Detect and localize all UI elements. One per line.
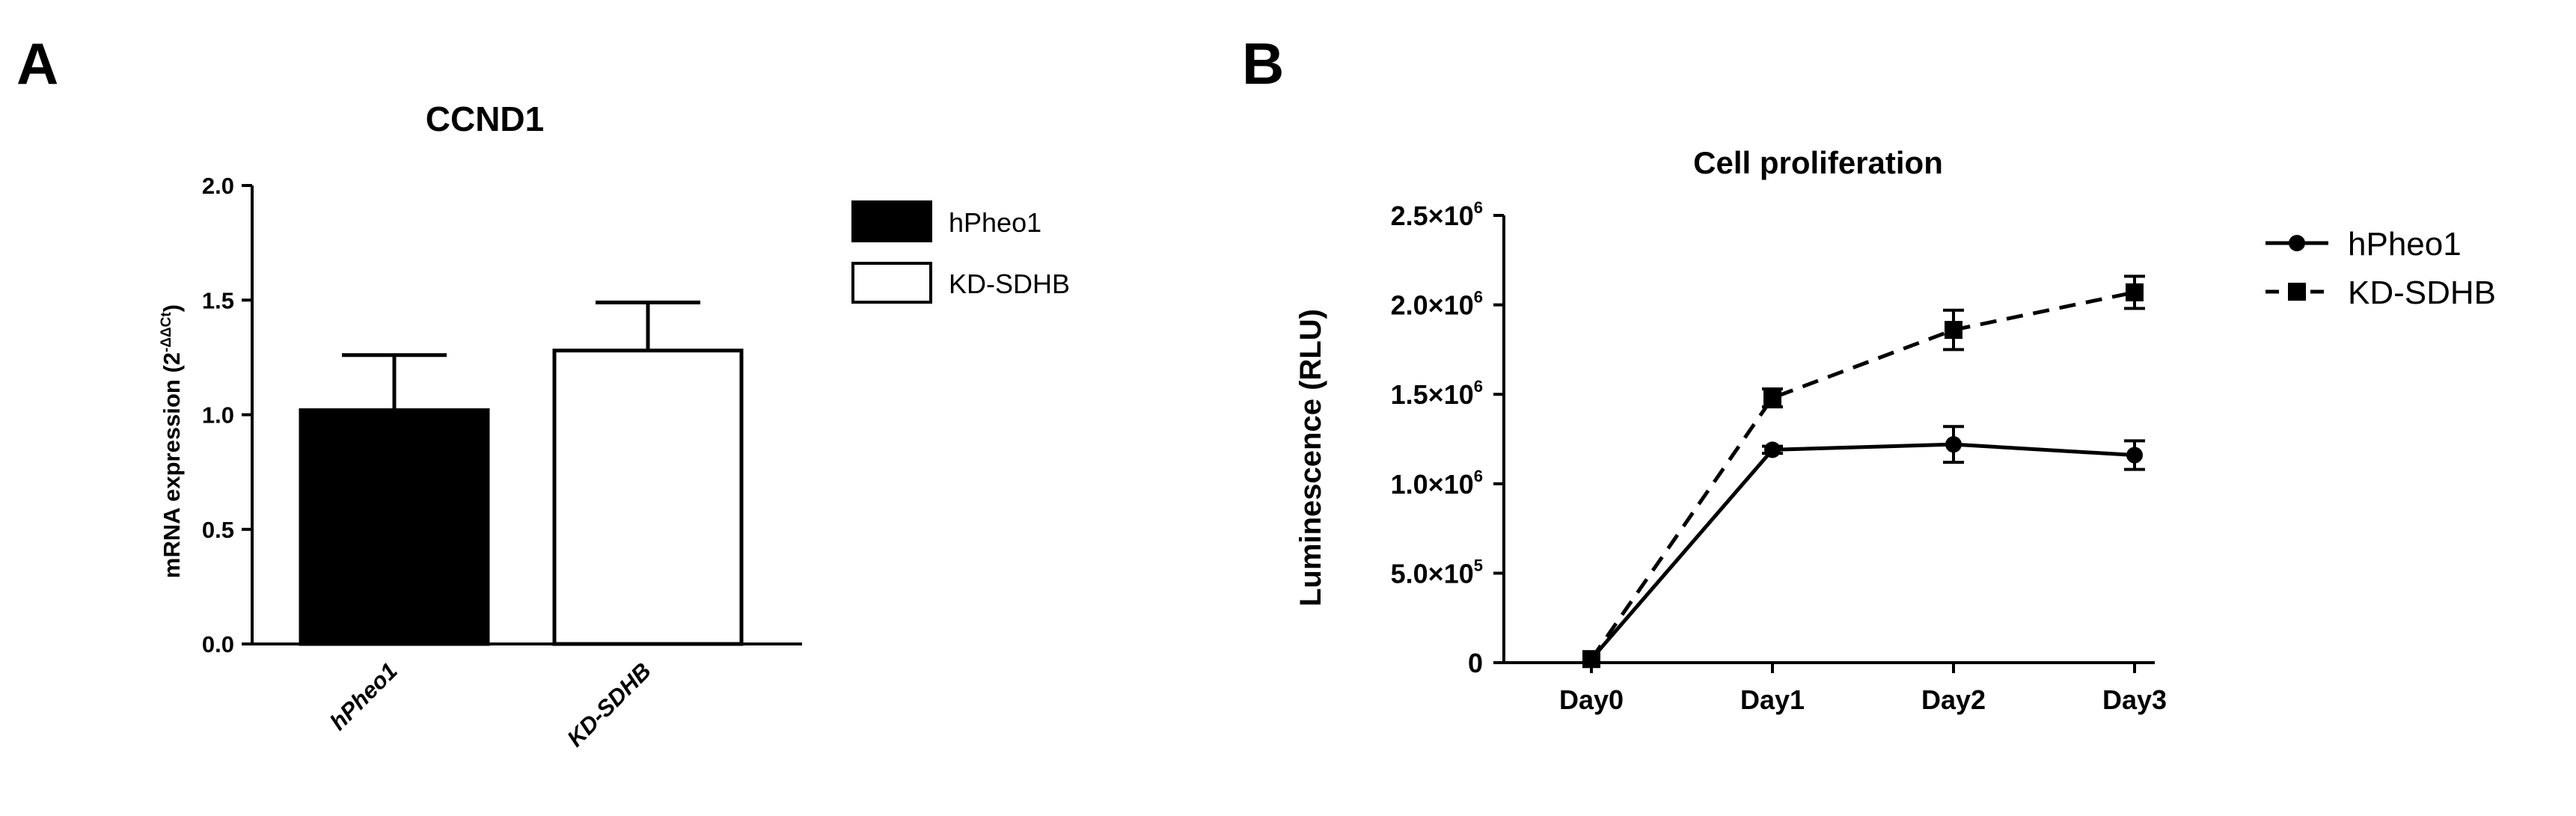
chart-a-ytick-label: 0.0 (202, 631, 234, 657)
chart-b-title: Cell proliferation (1693, 145, 1943, 180)
chart-a-legend-swatch (851, 200, 932, 242)
chart-b-ytick-label: 2.0×106 (1391, 288, 1483, 321)
chart-a-y-axis-label: mRNA expression (2-ΔΔCt) (159, 304, 185, 578)
chart-b-series-line (1589, 290, 2135, 660)
chart-b-ytick-mantissa: 0 (1468, 648, 1483, 678)
chart-a-ytick-label: 2.0 (202, 173, 234, 199)
chart-a-bar-hpheo1 (299, 408, 490, 646)
chart-b-ytick-exponent: 6 (1474, 377, 1483, 396)
chart-b-ytick-mantissa: 2.0×10 (1391, 290, 1474, 321)
chart-b-point (1945, 436, 1962, 453)
chart-a-ylabel-paren: ( (159, 365, 185, 373)
chart-a-xtick-label: KD-SDHB (562, 657, 656, 752)
chart-b-point (1764, 441, 1781, 458)
chart-a-bar-kd-sdhb (552, 349, 744, 646)
chart-b-ytick-exponent: 6 (1474, 198, 1483, 217)
chart-b-legend-label: KD-SDHB (2348, 274, 2496, 311)
chart-b-ytick-mantissa: 1.0×10 (1391, 469, 1474, 500)
chart-a-title: CCND1 (426, 99, 544, 138)
chart-a-ytick-label: 1.5 (202, 287, 234, 313)
chart-a-legend-swatch (851, 262, 932, 304)
chart-b-xtick-label: Day3 (2102, 684, 2167, 715)
chart-a: CCND1 mRNA expression (2-ΔΔCt) 0.0 0.5 1.0… (159, 99, 1070, 752)
chart-b-ytick-mantissa: 5.0×10 (1391, 558, 1474, 589)
chart-b-ytick-exponent: 6 (1474, 288, 1483, 307)
chart-a-ylabel-main: mRNA expression (159, 379, 185, 578)
chart-b-ytick-label: 5.0×105 (1391, 556, 1483, 589)
chart-a-ylabel-exp: -ΔΔCt (159, 312, 174, 352)
chart-b-ytick-exponent: 5 (1474, 556, 1483, 574)
chart-b: Cell proliferation Luminescence (RLU) 0 5… (1294, 145, 2496, 715)
panel-letter-b: B (1242, 31, 1284, 96)
chart-b-ytick-label: 0 (1468, 648, 1483, 678)
chart-a-legend-label: KD-SDHB (949, 269, 1070, 299)
chart-b-y-axis-label: Luminescence (RLU) (1294, 309, 1327, 607)
chart-b-legend-marker (2288, 283, 2306, 301)
chart-b-point (2126, 283, 2144, 301)
chart-b-ytick-label: 1.0×106 (1391, 467, 1483, 500)
chart-a-ytick-label: 1.0 (202, 402, 234, 429)
chart-b-legend-label: hPheo1 (2348, 226, 2462, 263)
panel-letter-a: A (16, 31, 58, 96)
chart-a-ylabel-paren-close: ) (159, 304, 185, 312)
chart-b-xtick-label: Day1 (1740, 684, 1805, 715)
chart-b-series-line (1590, 442, 2135, 660)
chart-b-ytick-label: 2.5×106 (1391, 198, 1483, 231)
chart-a-ylabel-base: 2 (159, 352, 185, 365)
chart-b-legend-marker (2289, 235, 2305, 251)
chart-b-xtick-label: Day2 (1921, 684, 1986, 715)
chart-b-point (1945, 321, 1962, 340)
chart-b-ytick-exponent: 6 (1474, 467, 1483, 485)
chart-b-point (1763, 388, 1781, 407)
chart-b-xtick-label: Day0 (1559, 684, 1624, 715)
chart-a-xtick-label: hPheo1 (325, 657, 403, 735)
chart-b-ytick-mantissa: 2.5×10 (1391, 200, 1474, 231)
chart-b-point (2126, 447, 2143, 464)
chart-b-series-kd-sdhb (1582, 274, 2145, 669)
chart-b-ytick-mantissa: 1.5×10 (1391, 379, 1474, 410)
chart-a-legend-label: hPheo1 (949, 207, 1041, 238)
chart-a-ytick-label: 0.5 (202, 517, 234, 543)
chart-b-ytick-label: 1.5×106 (1391, 377, 1483, 410)
